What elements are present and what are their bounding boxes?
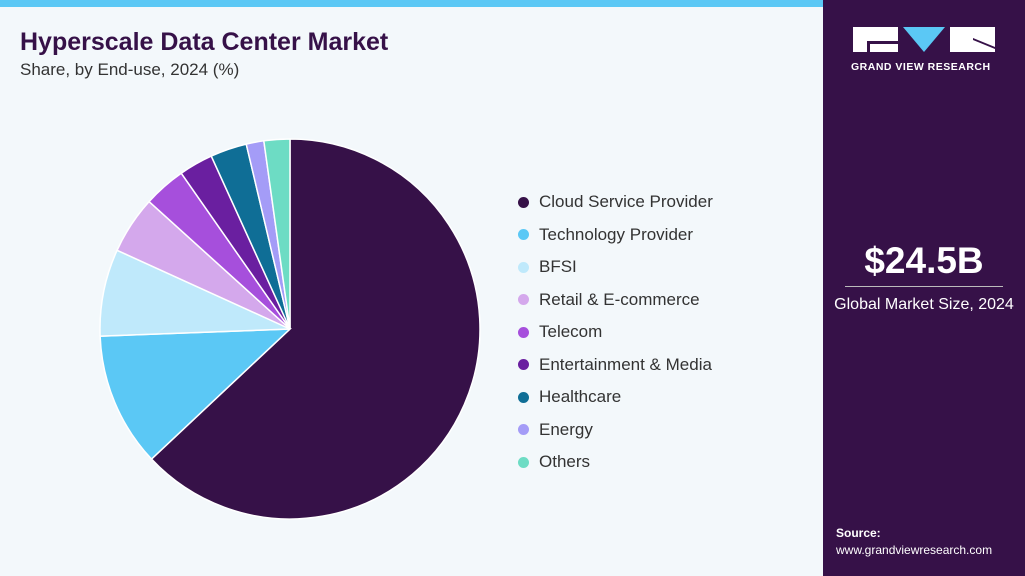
legend-label: Telecom: [539, 322, 603, 342]
legend-item: Retail & E-commerce: [518, 284, 713, 317]
legend-swatch: [518, 294, 529, 306]
grand-view-research-logo: [853, 27, 995, 52]
legend-swatch: [518, 326, 529, 338]
legend-swatch: [518, 359, 529, 371]
legend-swatch: [518, 424, 529, 436]
legend-label: Entertainment & Media: [539, 354, 712, 374]
legend-swatch: [518, 261, 529, 273]
chart-title: Hyperscale Data Center Market: [20, 28, 389, 56]
legend-item: Entertainment & Media: [518, 349, 713, 382]
pie-slice-cloud-service-provider: [150, 138, 481, 520]
legend: Cloud Service Provider Technology Provide…: [518, 186, 713, 479]
legend-label: Technology Provider: [539, 224, 694, 244]
legend-label: Healthcare: [539, 387, 622, 407]
source-label: Source:: [836, 526, 881, 540]
legend-swatch: [518, 196, 529, 208]
legend-item: Others: [518, 446, 713, 479]
pie-slice-others: [262, 138, 291, 330]
legend-item: Cloud Service Provider: [518, 186, 713, 219]
legend-swatch: [518, 229, 529, 241]
legend-label: Others: [539, 452, 591, 472]
sidebar: GRAND VIEW RESEARCH $24.5B Global Market…: [823, 0, 1025, 576]
chart-subtitle: Share, by End-use, 2024 (%): [20, 60, 240, 79]
legend-label: Energy: [539, 419, 593, 439]
legend-swatch: [518, 391, 529, 403]
brand-name: GRAND VIEW RESEARCH: [851, 61, 991, 73]
legend-item: Healthcare: [518, 381, 713, 414]
divider: [845, 286, 1003, 287]
legend-swatch: [518, 456, 529, 468]
legend-item: BFSI: [518, 251, 713, 284]
market-size-label: Global Market Size, 2024: [834, 296, 1014, 313]
legend-item: Energy: [518, 414, 713, 447]
legend-label: Cloud Service Provider: [539, 192, 713, 212]
source-link[interactable]: www.grandviewresearch.com: [836, 543, 993, 557]
legend-label: Retail & E-commerce: [539, 289, 700, 309]
accent-bar: [0, 0, 823, 7]
market-size-value: $24.5B: [864, 240, 984, 281]
legend-item: Telecom: [518, 316, 713, 349]
legend-item: Technology Provider: [518, 219, 713, 252]
pie-slice-technology-provider: [99, 328, 292, 461]
pie-chart: [99, 138, 481, 520]
legend-label: BFSI: [539, 257, 577, 277]
